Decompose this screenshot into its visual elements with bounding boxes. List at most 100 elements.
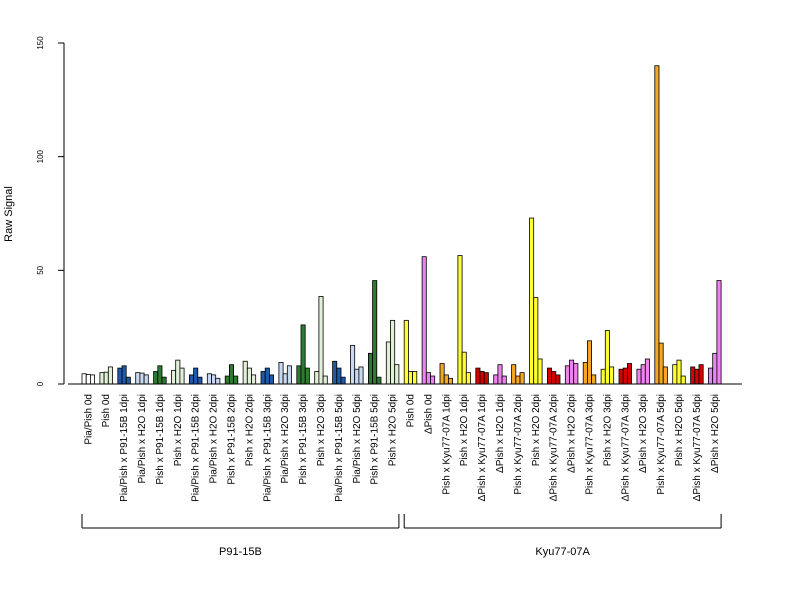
x-tick-label: Pish x H2O 1dpi bbox=[173, 394, 184, 466]
bar bbox=[555, 374, 561, 385]
bar bbox=[658, 342, 664, 385]
bar bbox=[385, 341, 391, 385]
x-tick-label: Pish x H2O 3dpi bbox=[316, 394, 327, 466]
bar bbox=[425, 372, 431, 385]
bar bbox=[251, 374, 257, 385]
x-tick-label: Pish x Kyu77-07A 5dpi bbox=[656, 394, 667, 495]
bar bbox=[430, 375, 436, 385]
bar bbox=[622, 367, 628, 385]
bar bbox=[694, 368, 700, 385]
x-tick-label: ΔPish x Kyu77-07A 1dpi bbox=[477, 394, 488, 501]
bar bbox=[712, 352, 718, 385]
y-tick-label: 50 bbox=[36, 265, 45, 274]
bar bbox=[215, 377, 221, 385]
bar bbox=[157, 365, 163, 385]
x-tick-label: Pish x H2O 5dpi bbox=[674, 394, 685, 466]
bar bbox=[475, 367, 481, 385]
bar bbox=[228, 364, 234, 385]
bar bbox=[511, 364, 517, 385]
bar bbox=[457, 255, 463, 385]
bar bbox=[680, 375, 686, 385]
y-axis: 0 50 100 150 bbox=[36, 36, 65, 386]
bar bbox=[107, 366, 113, 385]
bar bbox=[350, 344, 356, 385]
x-tick-label: Pish x H2O 2dpi bbox=[244, 394, 255, 466]
x-tick-label: Pish x H2O 5dpi bbox=[388, 394, 399, 466]
bar bbox=[533, 297, 539, 385]
x-tick-label: ΔPish x H2O 1dpi bbox=[495, 394, 506, 473]
bar bbox=[515, 375, 521, 385]
bar bbox=[483, 372, 489, 385]
bar bbox=[591, 374, 597, 385]
x-tick-label: Pish x H2O 2dpi bbox=[531, 394, 542, 466]
bar bbox=[197, 376, 203, 385]
bar bbox=[135, 372, 141, 385]
bar bbox=[479, 371, 485, 385]
bar bbox=[394, 364, 400, 385]
x-tick-label: Pish x H2O 1dpi bbox=[459, 394, 470, 466]
bar bbox=[206, 373, 212, 385]
bar bbox=[439, 363, 445, 385]
bar bbox=[636, 368, 642, 385]
bar bbox=[233, 375, 239, 385]
bar bbox=[662, 366, 668, 385]
x-tick-label: Pish x P91-15B 1dpi bbox=[155, 394, 166, 485]
x-tick-label: ΔPish x Kyu77-07A 2dpi bbox=[549, 394, 560, 501]
bar bbox=[407, 371, 413, 385]
bar bbox=[698, 364, 704, 385]
bar bbox=[242, 360, 248, 385]
bar bbox=[300, 324, 306, 385]
bar bbox=[81, 373, 87, 385]
bar bbox=[193, 367, 199, 385]
bar bbox=[716, 280, 722, 385]
bar bbox=[90, 374, 96, 385]
bar bbox=[497, 364, 503, 385]
x-tick-label: Pish x P91-15B 3dpi bbox=[298, 394, 309, 485]
y-axis-label: Raw Signal bbox=[3, 186, 15, 242]
bar bbox=[640, 364, 646, 385]
bar bbox=[493, 374, 499, 385]
x-tick-labels: Pia/Pish 0d Pish 0d Pia/Pish x P91-15B 1dp… bbox=[83, 394, 721, 502]
bar bbox=[117, 367, 123, 385]
x-tick-label: ΔPish 0d bbox=[423, 394, 434, 434]
bar bbox=[609, 366, 615, 385]
bar bbox=[336, 367, 342, 385]
bar bbox=[690, 366, 696, 385]
bar bbox=[461, 351, 467, 385]
bar bbox=[537, 358, 543, 385]
x-tick-label: ΔPish x H2O 5dpi bbox=[710, 394, 721, 473]
bar bbox=[85, 374, 91, 385]
bar bbox=[372, 280, 378, 385]
bar bbox=[282, 373, 288, 385]
bar bbox=[260, 371, 266, 385]
group-label: P91-15B bbox=[219, 546, 262, 558]
bar bbox=[103, 371, 109, 385]
x-tick-label: Pia/Pish x P91-15B 2dpi bbox=[191, 394, 202, 502]
bar bbox=[99, 372, 105, 385]
bar bbox=[224, 375, 230, 385]
x-tick-label: Pish x P91-15B 5dpi bbox=[370, 394, 381, 485]
bar bbox=[286, 365, 292, 385]
bar bbox=[278, 362, 284, 385]
x-tick-label: Pia/Pish x P91-15B 3dpi bbox=[262, 394, 273, 502]
bar bbox=[390, 319, 396, 385]
x-tick-label: ΔPish x H2O 2dpi bbox=[567, 394, 578, 473]
x-tick-label: Pish x P91-15B 2dpi bbox=[227, 394, 238, 485]
y-tick-label: 100 bbox=[36, 149, 45, 163]
bar bbox=[304, 367, 310, 385]
bar bbox=[529, 217, 535, 385]
bar bbox=[296, 365, 302, 385]
bar bbox=[604, 330, 610, 385]
x-tick-label: Pia/Pish x H2O 5dpi bbox=[352, 394, 363, 484]
bar bbox=[246, 367, 252, 385]
bar bbox=[171, 369, 177, 385]
bar bbox=[465, 372, 471, 385]
bar bbox=[367, 352, 373, 385]
bar bbox=[121, 365, 127, 385]
bar bbox=[672, 364, 678, 385]
x-tick-label: Pish 0d bbox=[406, 394, 417, 427]
bar bbox=[582, 362, 588, 385]
bar bbox=[654, 65, 660, 385]
